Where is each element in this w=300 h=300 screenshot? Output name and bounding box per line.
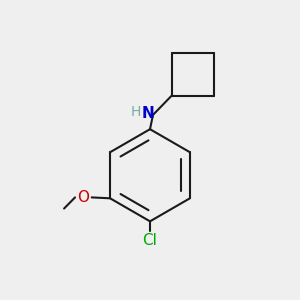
Text: Cl: Cl <box>142 233 158 248</box>
Text: O: O <box>77 190 89 205</box>
Text: H: H <box>130 105 141 119</box>
Text: N: N <box>141 106 154 121</box>
